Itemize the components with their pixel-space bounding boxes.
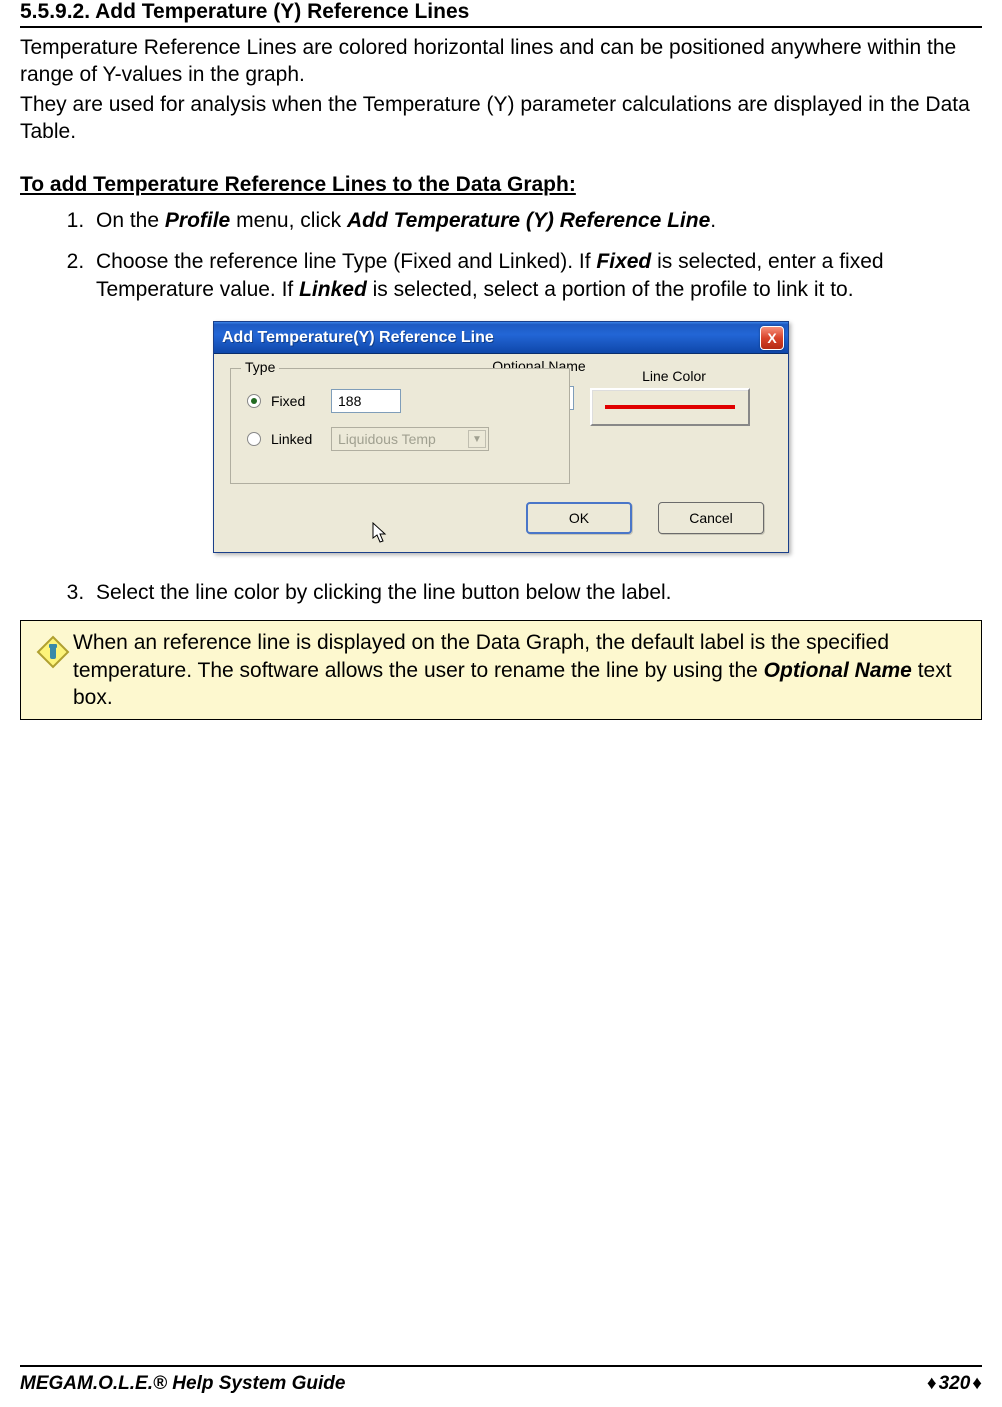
section-heading: 5.5.9.2. Add Temperature (Y) Reference L…	[20, 0, 982, 28]
dialog-body: Optional Name Type Fixed Linked	[214, 354, 788, 552]
type-fieldset: Type Fixed Linked Liquidous Temp ▼	[230, 368, 570, 484]
footer-page-number: ♦320♦	[927, 1373, 982, 1395]
fixed-value-input[interactable]	[331, 389, 401, 413]
footer-title: MEGAM.O.L.E.® Help System Guide	[20, 1373, 345, 1395]
cursor-icon	[372, 522, 390, 544]
fixed-radio-label: Fixed	[271, 393, 327, 409]
steps-list-continued: Select the line color by clicking the li…	[20, 579, 982, 606]
ok-button[interactable]: OK	[526, 502, 632, 534]
intro-paragraph-2: They are used for analysis when the Temp…	[20, 91, 982, 146]
line-color-swatch	[605, 405, 735, 409]
dialog-titlebar: Add Temperature(Y) Reference Line X	[214, 322, 788, 354]
step-3: Select the line color by clicking the li…	[90, 579, 982, 606]
line-color-button[interactable]	[590, 388, 750, 426]
dialog-window: Add Temperature(Y) Reference Line X Opti…	[213, 321, 789, 553]
dialog-title: Add Temperature(Y) Reference Line	[222, 329, 494, 347]
line-color-label: Line Color	[590, 368, 758, 384]
chevron-down-icon: ▼	[468, 430, 486, 448]
linked-select[interactable]: Liquidous Temp ▼	[331, 427, 489, 451]
linked-radio-label: Linked	[271, 431, 327, 447]
linked-select-value: Liquidous Temp	[338, 431, 436, 447]
type-legend: Type	[241, 359, 279, 375]
fixed-radio[interactable]	[247, 394, 261, 408]
steps-list: On the Profile menu, click Add Temperatu…	[20, 207, 982, 303]
linked-radio[interactable]	[247, 432, 261, 446]
step-1: On the Profile menu, click Add Temperatu…	[90, 207, 982, 234]
intro-paragraph-1: Temperature Reference Lines are colored …	[20, 34, 982, 89]
close-button[interactable]: X	[760, 326, 784, 350]
note-text: When an reference line is displayed on t…	[73, 629, 969, 711]
page-footer: MEGAM.O.L.E.® Help System Guide ♦320♦	[20, 1365, 982, 1395]
step-2: Choose the reference line Type (Fixed an…	[90, 248, 982, 303]
cancel-button[interactable]: Cancel	[658, 502, 764, 534]
note-box: When an reference line is displayed on t…	[20, 620, 982, 720]
procedure-heading: To add Temperature Reference Lines to th…	[20, 173, 982, 197]
info-icon	[33, 629, 73, 711]
